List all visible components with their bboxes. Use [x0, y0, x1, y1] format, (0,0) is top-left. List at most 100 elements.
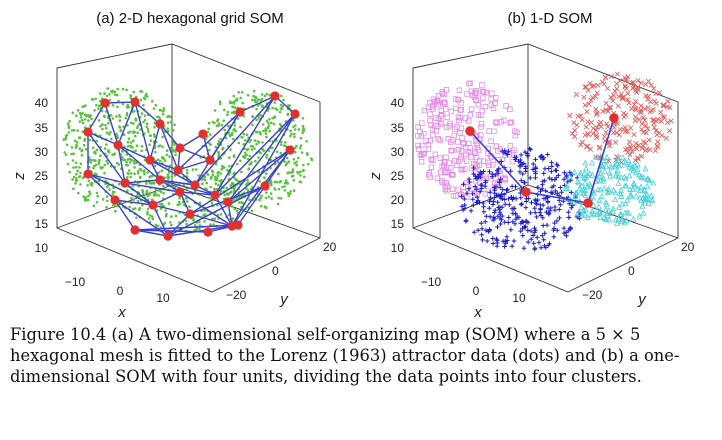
- data-dot: [279, 197, 283, 200]
- triangle-marker: [578, 204, 585, 210]
- data-dot: [205, 187, 208, 191]
- data-dot: [203, 175, 207, 178]
- triangle-marker: [621, 173, 628, 180]
- data-dot: [275, 150, 279, 154]
- data-dot: [268, 129, 272, 133]
- data-dot: [125, 111, 129, 115]
- data-dot: [136, 131, 139, 134]
- data-dot: [252, 94, 255, 98]
- data-dot: [154, 188, 158, 192]
- data-dot: [258, 180, 261, 183]
- data-dot: [174, 150, 177, 154]
- square-marker: [507, 120, 513, 126]
- triangle-marker: [601, 185, 608, 191]
- panel-a-y-label: y: [279, 291, 289, 308]
- plus-marker: [538, 189, 543, 194]
- plus-marker: [555, 163, 561, 168]
- cross-marker: [602, 74, 609, 81]
- data-dot: [188, 205, 191, 209]
- panel-b-som-units: [465, 113, 619, 208]
- data-dot: [104, 124, 107, 127]
- panel-a: (a) 2-D hexagonal grid SOM 10 15 20 25 3…: [11, 10, 337, 320]
- cross-marker: [655, 116, 661, 122]
- data-dot: [118, 125, 121, 128]
- plus-marker: [497, 215, 503, 221]
- square-marker: [444, 114, 451, 121]
- plus-marker: [561, 225, 567, 231]
- data-dot: [208, 196, 211, 199]
- cross-marker: [628, 106, 635, 112]
- data-dot: [242, 132, 246, 136]
- mesh-edge: [134, 101, 151, 161]
- cross-marker: [572, 127, 578, 133]
- plus-marker: [526, 196, 531, 201]
- square-marker: [430, 96, 437, 102]
- square-marker: [474, 144, 481, 151]
- square-marker: [432, 151, 438, 157]
- data-dot: [228, 100, 232, 103]
- data-dot: [200, 182, 204, 185]
- data-dot: [167, 129, 170, 133]
- cross-marker: [654, 143, 660, 149]
- plus-marker: [534, 201, 539, 207]
- mesh-edge: [179, 191, 233, 227]
- square-marker: [514, 129, 520, 136]
- data-dot: [225, 186, 228, 190]
- data-dot: [157, 194, 160, 197]
- data-dot: [151, 215, 154, 218]
- som-unit: [163, 231, 173, 241]
- triangle-marker: [614, 155, 621, 162]
- data-dot: [129, 160, 132, 164]
- mesh-edge: [189, 213, 233, 227]
- plus-marker: [498, 176, 503, 182]
- square-marker: [502, 177, 508, 183]
- square-marker: [478, 121, 485, 127]
- mesh-edge: [239, 95, 276, 113]
- square-marker: [451, 132, 458, 139]
- data-dot: [96, 194, 99, 198]
- som-unit: [290, 109, 300, 119]
- som-unit: [148, 200, 158, 210]
- triangle-marker: [645, 200, 652, 206]
- data-dot: [220, 189, 223, 193]
- mesh-edge: [214, 113, 296, 196]
- triangle-marker: [619, 154, 626, 161]
- mesh-edge: [134, 229, 169, 237]
- square-marker: [418, 142, 425, 149]
- triangle-marker: [579, 211, 586, 218]
- cross-marker: [617, 78, 623, 84]
- data-dot: [71, 111, 75, 114]
- plus-marker: [470, 191, 475, 197]
- data-dot: [140, 149, 143, 153]
- mesh-edge: [149, 159, 179, 171]
- data-dot: [302, 129, 306, 132]
- data-dot: [266, 126, 270, 129]
- triangle-marker: [603, 216, 610, 223]
- data-dot: [286, 191, 290, 195]
- plus-marker: [540, 202, 546, 208]
- plus-marker: [569, 205, 574, 211]
- plus-marker: [554, 168, 559, 173]
- data-dot: [232, 182, 235, 186]
- data-dot: [226, 169, 229, 172]
- som-unit: [583, 198, 593, 208]
- square-marker: [452, 157, 458, 164]
- triangle-marker: [606, 216, 613, 223]
- data-dot: [90, 98, 94, 101]
- data-dot: [99, 125, 102, 128]
- cross-marker: [584, 109, 590, 115]
- z-tick: 25: [35, 169, 49, 183]
- data-dot: [92, 151, 96, 154]
- data-dot: [156, 115, 159, 118]
- cross-marker: [607, 104, 614, 111]
- data-dot: [209, 223, 212, 226]
- data-dot: [276, 108, 279, 112]
- data-dot: [108, 98, 112, 102]
- data-dot: [128, 130, 132, 133]
- plus-marker: [570, 203, 575, 208]
- data-dot: [161, 145, 164, 149]
- data-dot: [135, 161, 138, 164]
- plus-marker: [511, 206, 517, 211]
- cross-marker: [635, 84, 641, 91]
- plus-marker: [523, 205, 529, 210]
